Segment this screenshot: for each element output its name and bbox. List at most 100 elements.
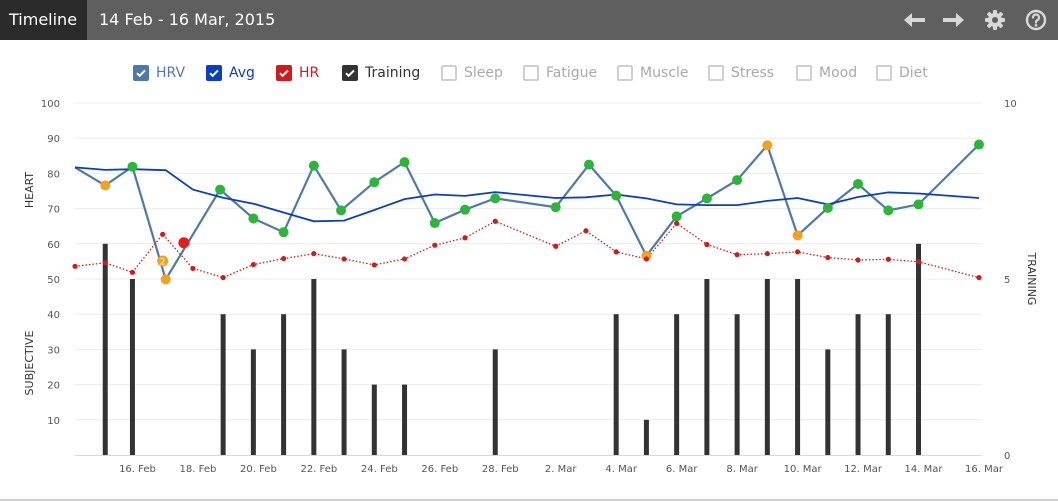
checkbox-unchecked-icon[interactable] [708, 65, 724, 81]
avg-line [74, 166, 980, 223]
hrv-point [336, 205, 347, 216]
hr-point [432, 242, 438, 248]
hrv-point [369, 177, 380, 188]
hrv-point [822, 202, 833, 213]
x-tick-label: 6. Mar [666, 464, 698, 475]
hr-point [462, 235, 468, 241]
hr-point [794, 249, 801, 255]
hrv-point [550, 202, 561, 213]
hrv-line [74, 143, 980, 283]
date-range[interactable]: 14 Feb - 16 Mar, 2015 [99, 10, 276, 29]
hrv-point [215, 184, 226, 195]
legend-label: Stress [731, 65, 775, 81]
legend-fatigue-toggle[interactable]: Fatigue [523, 60, 597, 86]
checkbox-unchecked-icon[interactable] [617, 65, 633, 81]
legend-mood-toggle[interactable]: Mood [796, 60, 857, 86]
x-tick-label: 4. Mar [605, 464, 637, 475]
hr-point [371, 262, 377, 268]
checkbox-unchecked-icon[interactable] [441, 65, 457, 81]
x-tick-label: 28. Feb [482, 464, 519, 475]
training-bar [674, 314, 680, 455]
x-tick-label: 24. Feb [361, 464, 398, 475]
left-tick-label: 60 [47, 240, 60, 251]
hrv-point [671, 211, 682, 222]
legend-label: Mood [819, 65, 858, 81]
hrv-point [732, 175, 743, 186]
x-tick-label: 20. Feb [240, 464, 277, 475]
training-bar [825, 349, 831, 455]
help-icon[interactable] [1024, 8, 1048, 32]
hrv-point [248, 213, 259, 224]
hr-point [855, 257, 861, 263]
legend-label: Sleep [464, 65, 503, 81]
checkbox-checked-icon[interactable] [342, 65, 358, 81]
training-bar [341, 349, 347, 455]
legend-hr-toggle[interactable]: HR [276, 60, 319, 86]
legend-muscle-toggle[interactable]: Muscle [617, 60, 688, 86]
hrv-point [701, 193, 712, 204]
training-bar [311, 279, 317, 455]
hr-point [643, 256, 650, 262]
arrow-right-icon[interactable] [941, 8, 965, 32]
right-tick-label: 10 [1004, 99, 1017, 110]
hrv-point [792, 230, 803, 241]
x-tick-label: 16. Mar [965, 464, 1004, 475]
training-bar [250, 349, 256, 455]
legend-label: Fatigue [546, 65, 598, 81]
training-bar [855, 314, 861, 455]
timeline-chart[interactable]: 2 10 20 30 40 50 60 70 80 90 100 0 5 10 16. Feb 18. Fe… [0, 90, 1058, 495]
top-bar: Timeline 14 Feb - 16 Mar, 2015 [0, 0, 1058, 40]
left-tick-label: 80 [47, 169, 60, 180]
legend-diet-toggle[interactable]: Diet [876, 60, 928, 86]
hrv-point [973, 139, 984, 150]
gear-icon[interactable] [983, 8, 1007, 32]
hr-point [492, 218, 498, 224]
hrv-point [762, 140, 773, 151]
hr-point [401, 256, 408, 262]
left-tick-label: 30 [47, 345, 60, 356]
x-tick-label: 14. Mar [905, 464, 944, 475]
hr-point [160, 231, 166, 237]
left-tick-label: 100 [41, 99, 60, 110]
left-tick-label: 40 [47, 310, 60, 321]
legend-avg-toggle[interactable]: Avg [206, 60, 255, 86]
legend-sleep-toggle[interactable]: Sleep [441, 60, 503, 86]
hrv-point [460, 204, 471, 215]
bottom-divider [0, 499, 1058, 501]
x-tick-label: 10. Mar [784, 464, 823, 475]
legend: HRV Avg HR Training Sleep Fatigue Muscle… [0, 60, 1058, 86]
hrv-point [100, 180, 111, 191]
left-tick-label: 70 [47, 205, 60, 216]
checkbox-unchecked-icon[interactable] [523, 65, 539, 81]
legend-stress-toggle[interactable]: Stress [708, 60, 774, 86]
left-tick-label: 90 [47, 134, 60, 145]
hrv-point [583, 159, 594, 170]
checkbox-unchecked-icon[interactable] [796, 65, 812, 81]
checkbox-checked-icon[interactable] [276, 65, 292, 81]
legend-label: HRV [156, 65, 186, 81]
hrv-point [853, 178, 864, 189]
checkbox-unchecked-icon[interactable] [876, 65, 892, 81]
legend-training-toggle[interactable]: Training [342, 60, 420, 86]
hrv-point [913, 199, 924, 210]
checkbox-checked-icon[interactable] [206, 65, 222, 81]
training-bar [281, 314, 287, 455]
training-bar [402, 384, 408, 455]
hr-point [102, 260, 108, 266]
training-bar [734, 314, 740, 455]
training-bar [885, 314, 891, 455]
hrv-point [127, 161, 138, 172]
training-bar [643, 419, 649, 455]
legend-hrv-toggle[interactable]: HRV [133, 60, 185, 86]
hrv-point [490, 193, 501, 204]
hrv-point [160, 274, 171, 285]
training-bar [613, 314, 619, 455]
tab-timeline[interactable]: Timeline [0, 0, 87, 40]
hr-point [311, 251, 317, 257]
checkbox-checked-icon[interactable] [133, 65, 149, 81]
arrow-left-icon[interactable] [903, 8, 927, 32]
left-tick-label: 50 [47, 275, 60, 286]
hr-point [674, 220, 680, 226]
annotation-marker [157, 255, 169, 267]
right-tick-label: 5 [1004, 275, 1010, 286]
